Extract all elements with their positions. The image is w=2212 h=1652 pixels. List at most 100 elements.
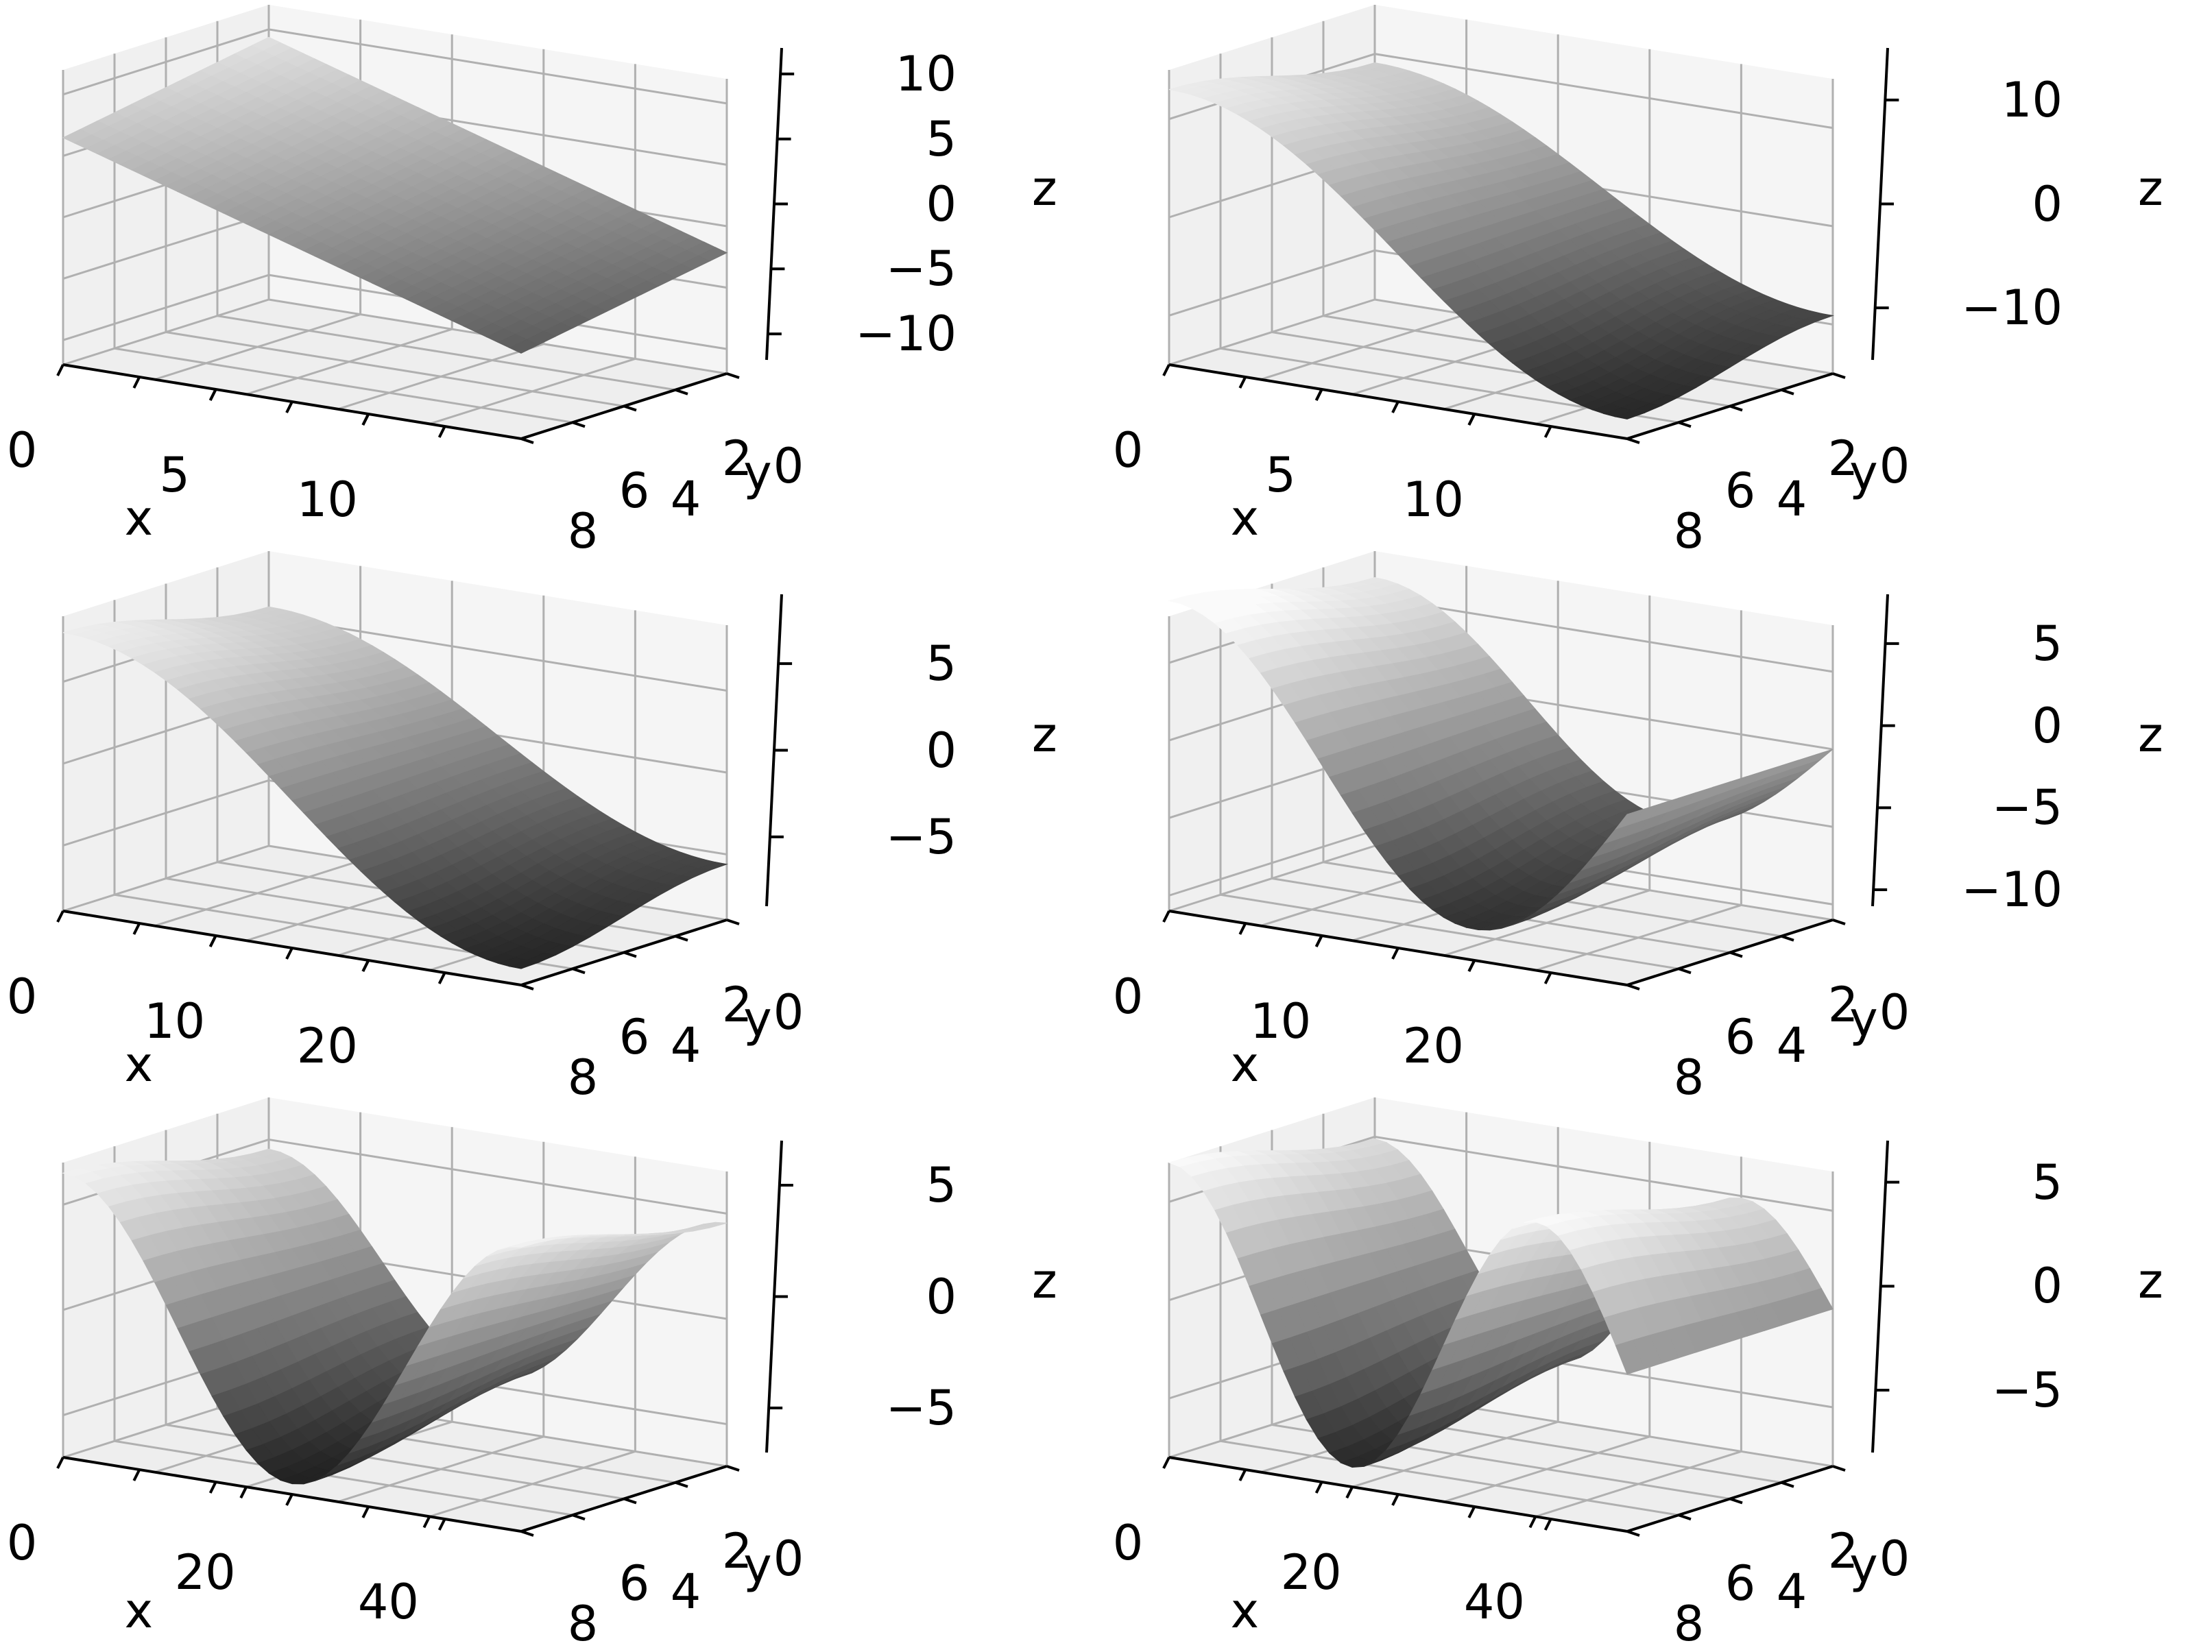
y-axis-label: y	[743, 1538, 772, 1594]
y-tick	[520, 984, 534, 991]
surface	[62, 36, 728, 354]
y-tick-label: 6	[618, 463, 650, 520]
z-tick-label: 5	[2032, 1154, 2063, 1211]
x-tick	[56, 364, 64, 376]
z-tick-label: −5	[1991, 1362, 2063, 1418]
y-tick	[1626, 984, 1640, 991]
y-axis-label: y	[1849, 991, 1878, 1048]
x-axis-label: x	[124, 490, 154, 547]
y-tick-label: 6	[1724, 1009, 1756, 1066]
z-tick-label: 0	[926, 1268, 957, 1325]
x-minor-tick	[1314, 389, 1323, 401]
z-tick-label: −5	[885, 241, 957, 297]
y-tick-label: 2	[721, 976, 753, 1033]
y-tick	[1781, 934, 1794, 942]
x-tick	[1162, 910, 1170, 923]
y-tick	[1781, 1481, 1794, 1488]
x-minor-tick	[1238, 1469, 1247, 1481]
y-tick	[675, 388, 688, 396]
y-tick	[726, 372, 740, 379]
x-minor-tick	[1238, 923, 1247, 935]
x-minor-tick	[437, 1518, 446, 1531]
y-axis-label: y	[1849, 445, 1878, 502]
y-tick-label: 8	[567, 503, 599, 559]
z-tick-label: 0	[2032, 697, 2063, 754]
y-tick	[623, 1497, 637, 1505]
x-tick-label: 0	[6, 422, 38, 478]
y-tick-label: 2	[1827, 1522, 1859, 1579]
y-tick-label: 6	[618, 1009, 650, 1066]
z-axis-label: z	[2138, 1253, 2163, 1309]
x-tick-label: 0	[1112, 422, 1144, 478]
x-minor-tick	[1467, 413, 1476, 426]
z-axis-label: z	[1032, 160, 1057, 217]
x-minor-tick	[285, 1494, 293, 1506]
z-tick-label: 0	[926, 175, 957, 232]
x-minor-tick	[1391, 947, 1399, 960]
z-axis-label: z	[2138, 160, 2163, 217]
y-axis-label: y	[743, 991, 772, 1048]
x-minor-tick	[1467, 1506, 1476, 1518]
x-tick-label: 5	[159, 447, 190, 503]
x-tick-label: 0	[6, 969, 38, 1025]
x-minor-tick	[132, 376, 141, 389]
x-minor-tick	[1238, 376, 1247, 389]
x-tick-label: 0	[1112, 969, 1144, 1025]
surface-plot-svg	[1162, 1097, 1900, 1537]
y-tick	[1729, 951, 1743, 958]
surface-plot-svg	[1162, 5, 1899, 444]
x-axis-label: x	[1230, 1036, 1260, 1093]
x-minor-tick	[132, 1469, 141, 1481]
x-tick-label: 20	[174, 1544, 236, 1601]
z-tick-label: 10	[2001, 71, 2063, 128]
y-tick-label: 4	[670, 1017, 701, 1073]
y-tick	[1678, 421, 1692, 428]
x-minor-tick	[1314, 1481, 1323, 1494]
z-tick-label: −10	[1961, 280, 2063, 337]
y-tick	[520, 437, 534, 444]
x-tick	[1528, 1516, 1537, 1529]
x-tick-label: 10	[1250, 993, 1312, 1049]
x-tick	[1345, 1486, 1354, 1499]
x-minor-tick	[1543, 426, 1552, 438]
y-tick	[726, 1465, 740, 1472]
y-tick	[1626, 1530, 1640, 1537]
x-tick-label: 20	[1402, 1018, 1464, 1074]
z-tick-label: 10	[895, 45, 957, 102]
x-axis-label: x	[1230, 490, 1260, 547]
z-axis-label: z	[1032, 707, 1057, 763]
surface	[62, 1148, 728, 1485]
y-tick	[572, 421, 586, 428]
x-tick	[1162, 364, 1170, 376]
y-tick-label: 2	[721, 1522, 753, 1579]
x-minor-tick	[361, 413, 370, 426]
y-tick-label: 4	[670, 1563, 701, 1620]
y-tick-label: 8	[1673, 503, 1705, 559]
z-tick-label: 5	[926, 110, 957, 167]
y-tick	[623, 404, 637, 412]
surface-panel-row-1-right: 0 5 10 x 0 2 4 6 8 y −10 0 10 z	[1106, 0, 2212, 555]
z-tick-label: 5	[2032, 615, 2063, 672]
x-tick-label: 40	[357, 1574, 419, 1631]
y-tick-label: 0	[773, 438, 804, 494]
y-tick	[623, 951, 637, 958]
surface	[1168, 1138, 1834, 1468]
y-axis-label: y	[1849, 1538, 1878, 1594]
x-minor-tick	[437, 426, 446, 438]
z-tick-label: −10	[855, 306, 957, 363]
x-tick-label: 10	[296, 472, 358, 528]
x-tick	[56, 910, 64, 923]
surface-panel-row-3-left: 0 20 40 x 0 2 4 6 8 y −5 0 5 z	[0, 1093, 1106, 1648]
x-minor-tick	[285, 947, 293, 960]
surface-plot-svg	[56, 551, 793, 991]
z-axis-label: z	[1032, 1253, 1057, 1309]
y-tick-label: 2	[1827, 976, 1859, 1033]
z-tick-label: −10	[1961, 862, 2063, 919]
x-minor-tick	[1543, 972, 1552, 984]
y-tick-label: 0	[1879, 984, 1910, 1041]
x-axis-label: x	[1230, 1583, 1260, 1640]
y-tick	[1729, 1497, 1743, 1505]
y-tick	[1832, 1465, 1846, 1472]
y-tick-label: 0	[773, 1531, 804, 1587]
